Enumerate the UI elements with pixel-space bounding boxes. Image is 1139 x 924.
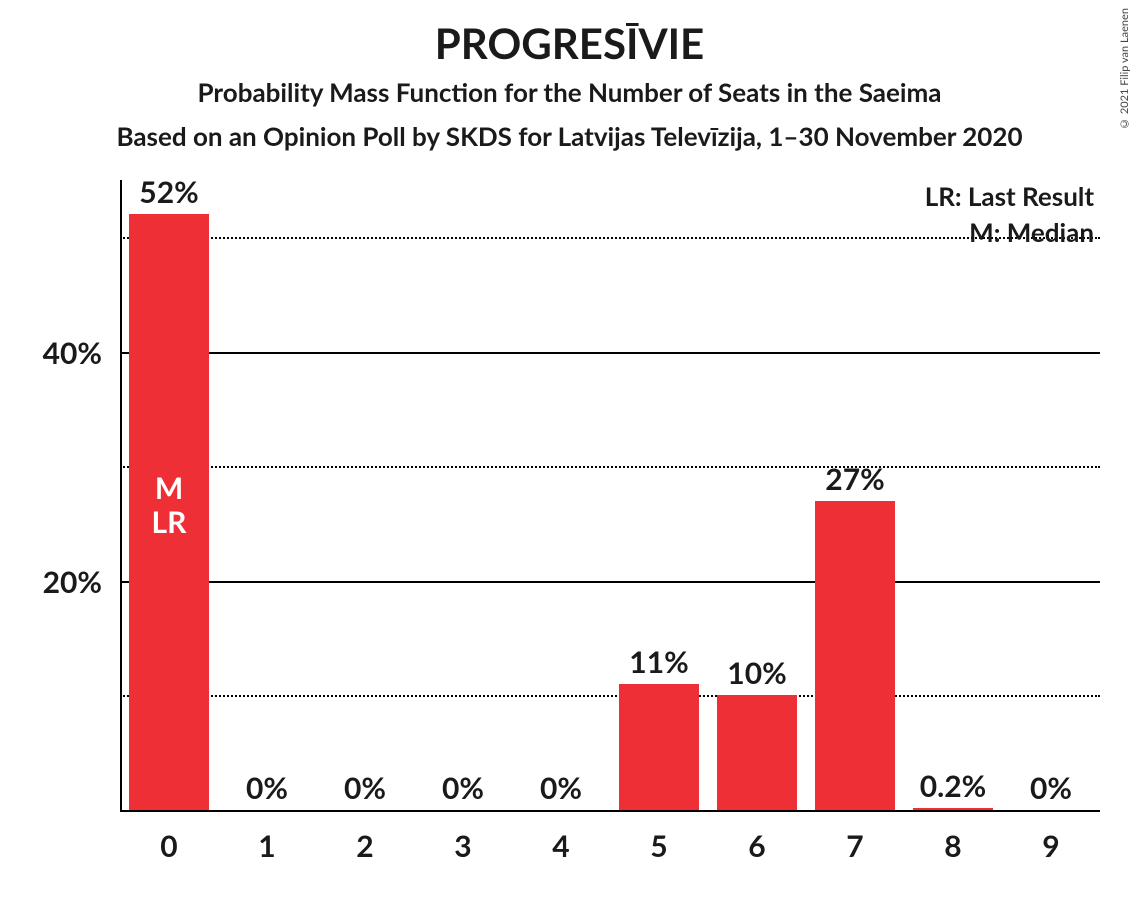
bar-value-label: 52%	[109, 174, 229, 210]
y-axis-tick-label: 20%	[2, 564, 102, 600]
legend-median: M: Median	[969, 216, 1094, 248]
grid-line-minor	[120, 695, 1100, 697]
grid-line-minor	[120, 237, 1100, 239]
legend-last-result: LR: Last Result	[925, 180, 1094, 212]
x-axis-tick-label: 3	[423, 828, 503, 864]
bar-value-label: 27%	[795, 461, 915, 497]
x-axis-tick-label: 1	[227, 828, 307, 864]
grid-line-major	[120, 352, 1100, 354]
chart-subtitle-2: Based on an Opinion Poll by SKDS for Lat…	[0, 120, 1139, 152]
bar-value-label: 10%	[697, 655, 817, 691]
median-marker: M	[129, 470, 209, 506]
chart-container: © 2021 Filip van Laenen PROGRESĪVIE Prob…	[0, 0, 1139, 924]
y-axis	[120, 180, 122, 810]
x-axis-tick-label: 2	[325, 828, 405, 864]
grid-line-minor	[120, 466, 1100, 468]
grid-line-major	[120, 581, 1100, 583]
bar-value-label: 0%	[991, 770, 1111, 806]
x-axis-tick-label: 8	[913, 828, 993, 864]
x-axis-tick-label: 5	[619, 828, 699, 864]
plot-area: 20%40%52%00%10%20%30%411%510%627%70.2%80…	[120, 180, 1100, 810]
x-axis-tick-label: 6	[717, 828, 797, 864]
bar	[619, 684, 699, 810]
bar	[913, 808, 993, 810]
y-axis-tick-label: 40%	[2, 335, 102, 371]
last-result-marker: LR	[129, 504, 209, 540]
chart-title: PROGRESĪVIE	[0, 18, 1139, 68]
bar	[717, 695, 797, 810]
x-axis-tick-label: 0	[129, 828, 209, 864]
bar-value-label: 0%	[501, 770, 621, 806]
x-axis-tick-label: 7	[815, 828, 895, 864]
x-axis	[120, 810, 1100, 812]
chart-subtitle-1: Probability Mass Function for the Number…	[0, 76, 1139, 108]
x-axis-tick-label: 9	[1011, 828, 1091, 864]
bar	[815, 501, 895, 810]
x-axis-tick-label: 4	[521, 828, 601, 864]
